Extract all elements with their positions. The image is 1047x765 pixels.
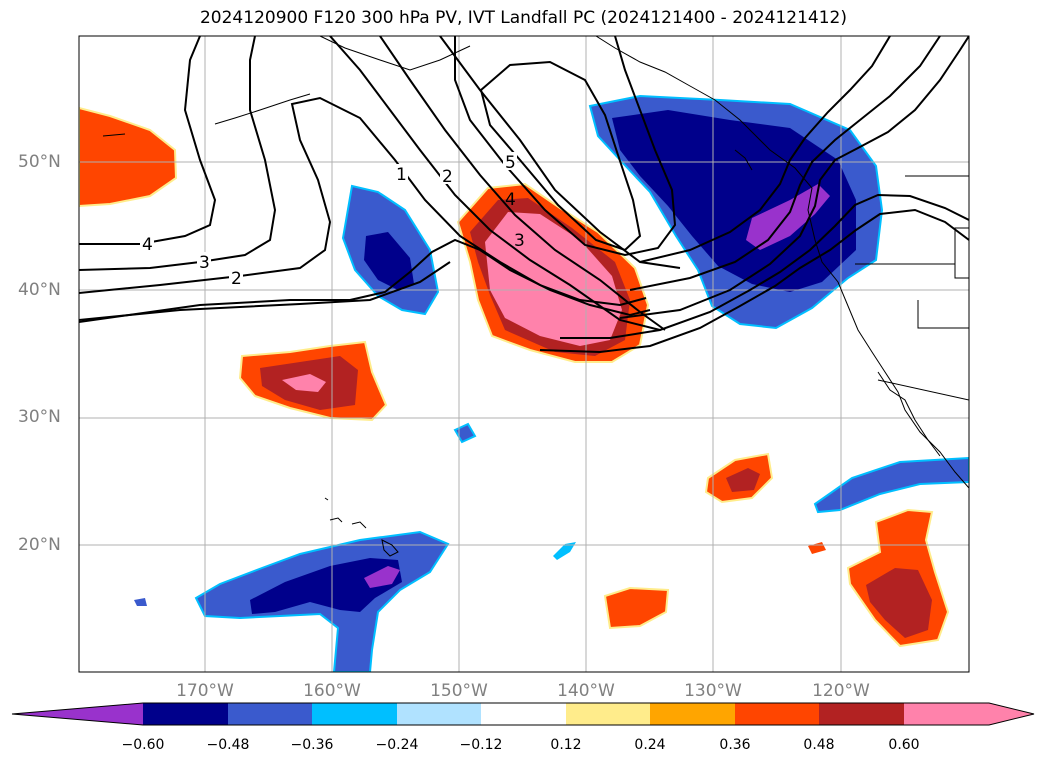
colorbar-tick-label: 0.24: [634, 737, 666, 753]
map-title: 2024120900 F120 300 hPa PV, IVT Landfall…: [199, 8, 847, 28]
contour-label: 2: [231, 269, 242, 289]
colorbar-tick-label: −0.12: [459, 737, 503, 753]
colorbar-tick-label: 0.60: [888, 737, 920, 753]
colorbar: [11, 702, 1035, 726]
colorbar-bin: [819, 703, 904, 725]
coastlines: [102, 36, 969, 557]
colorbar-bin: [904, 703, 989, 725]
pv-contours: [79, 36, 969, 354]
colorbar-tick-label: 0.36: [719, 737, 751, 753]
colorbar-tick-label: −0.24: [375, 737, 419, 753]
colorbar-bin: [312, 703, 397, 725]
map-frame: [78, 35, 970, 673]
lon-label-150w: 150°W: [430, 681, 488, 701]
lon-label-130w: 130°W: [684, 681, 742, 701]
colorbar-tick-label: −0.36: [290, 737, 334, 753]
colorbar-tick-label: 0.12: [550, 737, 582, 753]
lat-label-30n: 30°N: [18, 407, 61, 427]
lat-label-40n: 40°N: [18, 280, 61, 300]
colorbar-extend-left: [12, 703, 143, 725]
contour-label: 3: [199, 253, 210, 273]
lat-label-50n: 50°N: [18, 152, 61, 172]
colorbar-extend-right: [989, 703, 1034, 725]
colorbar-bin: [228, 703, 312, 725]
contour-label: 1: [396, 165, 407, 185]
colorbar-tick-label: −0.60: [121, 737, 165, 753]
colorbar-bin: [650, 703, 735, 725]
colorbar-tick-label: −0.48: [206, 737, 250, 753]
graticule: [79, 36, 969, 672]
lon-label-120w: 120°W: [812, 681, 870, 701]
lat-label-20n: 20°N: [18, 535, 61, 555]
lon-label-160w: 160°W: [303, 681, 361, 701]
colorbar-tick-label: 0.48: [803, 737, 835, 753]
lon-label-170w: 170°W: [176, 681, 234, 701]
colorbar-bin: [143, 703, 228, 725]
contour-label: 4: [505, 190, 516, 210]
colorbar-bin: [481, 703, 566, 725]
contour-label: 5: [505, 153, 516, 173]
pc-shading: [79, 94, 969, 672]
colorbar-outline: [11, 702, 1035, 726]
contour-label: 3: [514, 231, 525, 251]
colorbar-bin: [735, 703, 819, 725]
contour-label: 2: [442, 167, 453, 187]
contour-label: 4: [142, 235, 153, 255]
lon-label-140w: 140°W: [557, 681, 615, 701]
contour-label-group: 4 3 2 1 2 5 4 3: [140, 152, 525, 289]
colorbar-bin: [566, 703, 650, 725]
colorbar-bin: [397, 703, 481, 725]
